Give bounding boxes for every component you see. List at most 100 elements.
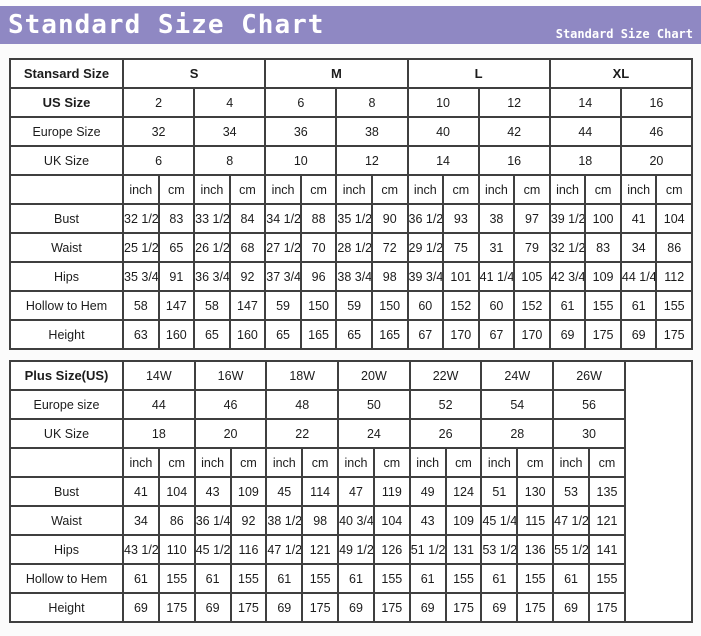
table-row: Bust 41 104 43 109 45 114 47 119 49 124 51 130 53 135	[9, 476, 692, 507]
cm-cell: 152	[442, 290, 480, 321]
row-label	[9, 174, 124, 205]
inch-cell: 61	[193, 563, 232, 594]
size-cell: 10	[406, 87, 480, 118]
size-cell: 16W	[193, 360, 268, 391]
cm-cell: 86	[655, 232, 693, 263]
cm-cell: 105	[513, 261, 551, 292]
inch-cell: 49	[408, 476, 447, 507]
inch-cell: 61	[408, 563, 447, 594]
cm-cell: 152	[513, 290, 551, 321]
table-row: Bust 32 1/2 83 33 1/2 84 34 1/2 88 35 1/2 90 36 1…	[9, 203, 693, 234]
cm-cell: 98	[370, 261, 409, 292]
cm-cell: 104	[655, 203, 693, 234]
table-row: inch cm inch cm inch cm inch cm inch cm inch cm inch…	[9, 447, 692, 478]
inch-cell: 43	[193, 476, 232, 507]
table-row: Hips 35 3/4 91 36 3/4 92 37 3/4 96 38 3/4 98 39 3…	[9, 261, 693, 292]
unit-cell: cm	[228, 174, 267, 205]
page-title: Standard Size Chart	[8, 10, 325, 40]
size-cell: 14	[406, 145, 480, 176]
size-cell: 4	[193, 87, 267, 118]
cm-cell: 70	[299, 232, 338, 263]
size-cell: 22W	[408, 360, 483, 391]
cm-cell: 150	[299, 290, 338, 321]
row-label: Height	[9, 592, 124, 623]
unit-cell: cm	[587, 447, 627, 478]
cm-cell: 165	[299, 319, 338, 350]
cm-cell: 155	[516, 563, 555, 594]
cm-cell: 104	[157, 476, 196, 507]
inch-cell: 45 1/4	[480, 505, 519, 536]
size-cell: 44	[548, 116, 622, 147]
inch-cell: 60	[477, 290, 516, 321]
size-cell: 38	[335, 116, 409, 147]
cm-cell: 92	[229, 505, 268, 536]
cm-cell: 65	[157, 232, 196, 263]
cm-cell: 90	[370, 203, 409, 234]
cm-cell: 160	[228, 319, 267, 350]
inch-cell: 65	[193, 319, 231, 350]
inch-cell: 53 1/2	[480, 534, 519, 565]
inch-cell: 58	[193, 290, 231, 321]
inch-cell: 65	[335, 319, 373, 350]
size-cell: 22	[265, 418, 340, 449]
cm-cell: 97	[513, 203, 551, 234]
size-cell: 18	[122, 418, 196, 449]
inch-cell: 33 1/2	[193, 203, 231, 234]
size-cell: 56	[552, 389, 626, 420]
cm-cell: 91	[157, 261, 196, 292]
empty-cell	[624, 360, 693, 623]
cm-cell: 155	[584, 290, 622, 321]
unit-cell: inch	[264, 174, 302, 205]
cm-cell: 114	[301, 476, 340, 507]
inch-cell: 28 1/2	[335, 232, 373, 263]
row-label: Bust	[9, 203, 124, 234]
inch-cell: 69	[480, 592, 519, 623]
cm-cell: 126	[372, 534, 411, 565]
cm-cell: 160	[157, 319, 196, 350]
inch-cell: 39 3/4	[406, 261, 445, 292]
cm-cell: 100	[584, 203, 622, 234]
inch-cell: 61	[548, 290, 587, 321]
row-label: Bust	[9, 476, 124, 507]
cm-cell: 155	[372, 563, 411, 594]
unit-cell: inch	[408, 447, 447, 478]
inch-cell: 69	[265, 592, 304, 623]
inch-cell: 61	[122, 563, 160, 594]
cm-cell: 101	[442, 261, 480, 292]
table-row: Hollow to Hem 58 147 58 147 59 150 59 150 60 152 60…	[9, 290, 693, 321]
cm-cell: 84	[228, 203, 267, 234]
cm-cell: 175	[157, 592, 196, 623]
inch-cell: 47	[337, 476, 375, 507]
inch-cell: 43 1/2	[122, 534, 160, 565]
size-cell: 18W	[265, 360, 340, 391]
cm-cell: 147	[228, 290, 267, 321]
size-cell: XL	[548, 58, 694, 89]
inch-cell: 69	[337, 592, 375, 623]
cm-cell: 110	[157, 534, 196, 565]
size-cell: 20	[193, 418, 268, 449]
table-row: UK Size 18 20 22 24 26 28 30	[9, 418, 692, 449]
inch-cell: 36 1/2	[406, 203, 445, 234]
inch-cell: 61	[619, 290, 658, 321]
size-cell: 20W	[337, 360, 411, 391]
inch-cell: 32 1/2	[122, 203, 160, 234]
inch-cell: 67	[406, 319, 445, 350]
size-cell: 10	[264, 145, 338, 176]
inch-cell: 25 1/2	[122, 232, 160, 263]
unit-cell: cm	[301, 447, 340, 478]
row-label: UK Size	[9, 418, 124, 449]
inch-cell: 43	[408, 505, 447, 536]
plus-size-table-container: Plus Size(US) 14W 16W 18W 20W 22W 24W 26W Europe…	[9, 360, 693, 623]
cm-cell: 155	[301, 563, 340, 594]
inch-cell: 69	[619, 319, 658, 350]
size-cell: 6	[264, 87, 338, 118]
cm-cell: 88	[299, 203, 338, 234]
tables-wrap: Stansard Size S M L XL US Size 2 4 6 8 10 12 14 16 Eur…	[0, 44, 701, 623]
size-cell: 16	[619, 87, 694, 118]
cm-cell: 135	[587, 476, 627, 507]
inch-cell: 51 1/2	[408, 534, 447, 565]
cm-cell: 86	[157, 505, 196, 536]
row-label: Europe Size	[9, 116, 124, 147]
unit-cell: cm	[372, 447, 411, 478]
page-subtitle: Standard Size Chart	[555, 27, 693, 41]
